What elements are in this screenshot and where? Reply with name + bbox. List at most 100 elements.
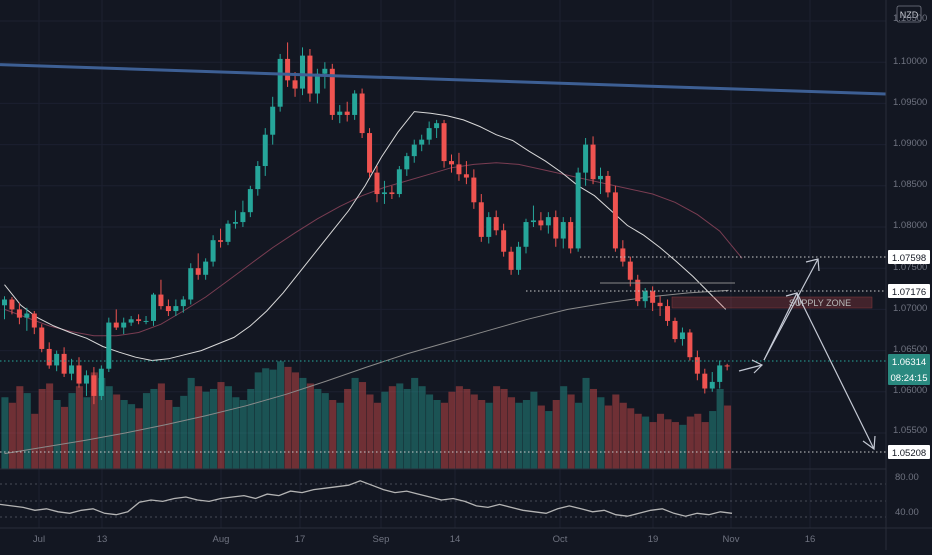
price-tick: 1.05500 [893,425,927,436]
volume-bar [210,388,218,469]
supply-zone-box[interactable] [671,296,873,309]
candle-body [352,93,358,115]
volume-bar [619,402,627,469]
time-tick: Aug [213,534,230,545]
volume-bar [8,402,16,469]
price-tick: 1.09000 [893,138,927,149]
candle-body [471,177,477,203]
volume-bar [105,386,113,469]
volume-bar [232,397,240,469]
volume-bar [522,400,530,469]
candle-body [389,192,395,195]
volume-bar [649,422,657,469]
candle-body [627,261,633,280]
candle-body [151,294,156,321]
volume-bar [344,388,352,469]
time-axis[interactable]: Jul 13 Aug 17 Sep 14 Oct 19 Nov 16 [0,527,932,545]
candle-body [456,164,462,175]
candle-body [46,348,52,366]
drawings: SUPPLY ZONE [0,63,887,453]
candle-body [583,144,589,173]
volume-bar [433,400,441,469]
volume-bar [634,413,642,469]
price-tag-level-1-text: 1.07598 [892,253,926,264]
price-tick: 1.08000 [893,220,927,231]
currency-badge-label: NZD [900,10,919,20]
price-tick: 1.06000 [893,385,927,396]
price-tag-level-1[interactable] [888,250,930,264]
candle-body [31,313,37,328]
volume-bar [16,386,24,469]
volume-bar [31,413,39,469]
arrow-up-large-head [805,258,820,272]
candle-body [24,313,30,318]
volume-bar [381,391,389,469]
volume-bar [478,400,486,469]
currency-badge[interactable] [896,5,922,23]
ma-fast-line [4,111,727,362]
current-price-tag[interactable] [888,354,930,385]
price-axis[interactable]: NZD 1.10500 1.10000 1.09500 1.09000 1.08… [885,0,930,550]
candle-body [91,375,97,396]
candle-body [381,192,387,195]
candlesticks [2,42,730,405]
volume-bar [68,393,76,469]
current-price-text: 1.06314 [892,357,926,368]
arrow-up-small-head [751,359,764,374]
price-tag-level-2[interactable] [888,284,930,298]
volume-bar [23,393,31,469]
volume-bar [224,386,232,469]
price-tick: 1.07500 [893,262,927,273]
volume-bar [202,391,210,469]
volume-bar [269,369,277,469]
supply-zone-label: SUPPLY ZONE [789,298,851,308]
candle-body [426,128,432,140]
time-tick: 16 [805,534,816,545]
candle-body [709,381,715,389]
price-tag-level-3-text: 1.05208 [892,448,926,459]
candle-body [478,202,484,237]
volume-bar [426,394,434,469]
time-tick: 14 [450,534,461,545]
candle-body [16,309,22,318]
volume-bar [597,397,605,469]
candle-body [679,332,685,340]
candle-body [329,68,335,115]
volume-bar [299,377,307,469]
candle-body [143,320,149,322]
candle-body [270,106,276,135]
candle-body [501,230,507,252]
volume-bar [463,388,471,469]
volume-bar [694,413,702,469]
volume-bar [493,386,501,469]
volume-bar [314,388,322,469]
volume-bar [83,397,91,469]
price-tag-level-3[interactable] [888,445,930,459]
time-tick: 13 [97,534,108,545]
volume-bar [679,424,687,469]
volume-bar [448,391,456,469]
volume-bar [530,391,538,469]
candle-body [374,172,380,195]
candle-body [493,217,499,231]
candle-body [441,123,447,162]
volume-bar [396,383,404,469]
oscillator-tick: 40.00 [895,507,919,518]
candle-body [344,111,350,115]
ma-mid-line [4,162,743,337]
candle-body [545,217,551,226]
candle-body [121,322,127,328]
candle-body [508,251,514,270]
volume-bar [418,386,426,469]
volume-bar [53,400,61,469]
candle-body [300,55,305,89]
volume-bar [61,406,69,469]
trend-line[interactable] [0,63,887,96]
volume-bar [455,386,463,469]
candle-body [292,80,298,89]
volume-bar [411,377,419,469]
candle-body [225,223,231,242]
volume-bar [90,372,98,469]
